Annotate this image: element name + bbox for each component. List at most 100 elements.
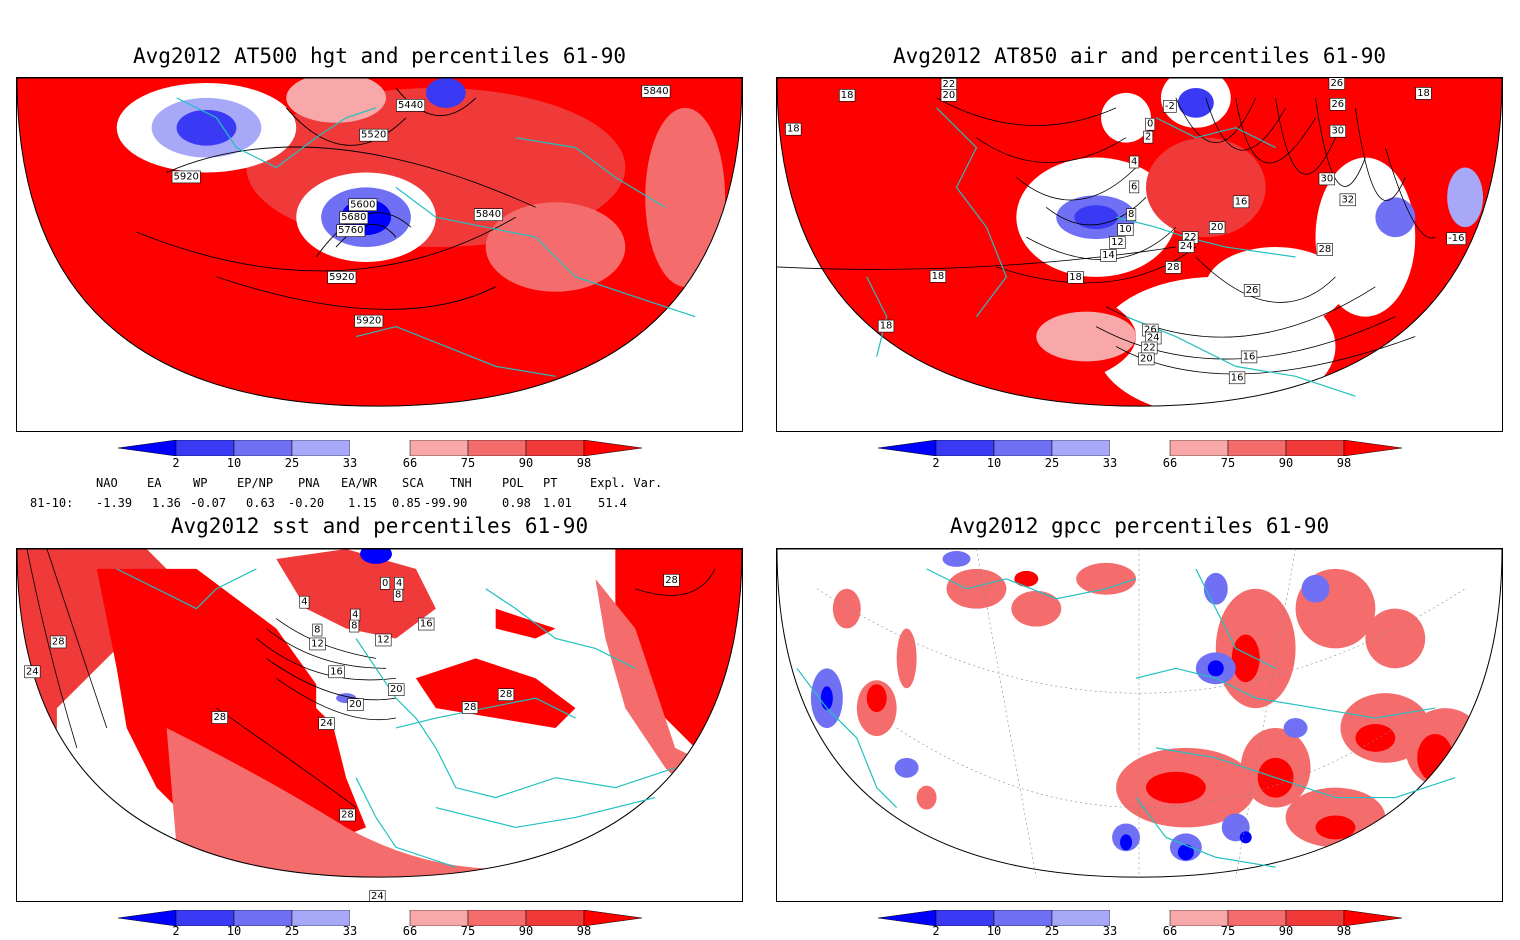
colorbar-label: 66 <box>1162 456 1178 470</box>
contour-label-box <box>839 89 856 102</box>
map-gpcc-svg <box>777 549 1502 878</box>
contour-label-box <box>1126 208 1137 222</box>
contour-label-box <box>1100 249 1117 262</box>
contour-label: 28 <box>464 702 477 713</box>
colorbar-at850: 2 10 25 33 66 75 90 98 <box>877 439 1403 474</box>
contour-label-box <box>354 314 384 328</box>
colorbar-gpcc: 2 10 25 33 66 75 90 98 <box>877 909 1403 940</box>
contour-label-box <box>211 711 228 724</box>
contour-label: 30 <box>1321 173 1334 184</box>
colorbar-label: 75 <box>1220 456 1236 470</box>
contour-label-box <box>171 170 201 184</box>
colorbar-sst-svg <box>117 909 643 927</box>
colorbar-label: 2 <box>172 456 180 470</box>
contour-label: 5520 <box>361 130 386 141</box>
contour-label-box <box>1067 271 1084 284</box>
index-header: EP/NP <box>237 476 274 490</box>
colorbar-label: 25 <box>284 924 300 938</box>
contour-label: 6 <box>1131 181 1137 192</box>
contour-label-box <box>1117 223 1134 236</box>
contour-label-box <box>1243 283 1261 297</box>
contour-label: 26 <box>1330 78 1343 89</box>
contour-label: 12 <box>311 638 324 649</box>
contour-label-box <box>1329 98 1346 111</box>
contour-label-box <box>393 588 404 602</box>
contour-label-box <box>1143 130 1154 144</box>
panel-title-gpcc: Avg2012 gpcc percentiles 61-90 <box>949 514 1330 538</box>
index-value: 1.36 <box>152 496 181 510</box>
colorbar-label: 90 <box>518 456 534 470</box>
contour-label-box <box>1129 155 1140 169</box>
contour-label: 5920 <box>174 171 199 182</box>
colorbar-label: 33 <box>1102 456 1118 470</box>
contour-label-box <box>929 270 947 283</box>
contour-label-box <box>1209 221 1226 234</box>
contour-label-box <box>1232 195 1250 209</box>
colorbar-label: 75 <box>460 924 476 938</box>
contour-label-box <box>327 271 357 284</box>
colorbar-label: 10 <box>986 924 1002 938</box>
contour-label-box <box>1240 350 1258 364</box>
colorbar-label: 98 <box>1336 456 1352 470</box>
colorbar-sst: 2 10 25 33 66 75 90 98 <box>117 909 643 940</box>
contour-label: 16 <box>1235 196 1248 207</box>
contour-label: 28 <box>500 689 513 700</box>
contour-label-box <box>299 595 310 609</box>
contour-label-box <box>1318 172 1335 186</box>
contour-label: 28 <box>52 636 65 647</box>
contour-label-box <box>328 665 345 679</box>
index-header: Expl. Var. <box>590 476 663 490</box>
colorbar-label: 33 <box>1102 924 1118 938</box>
contour-label: 0 <box>1147 119 1153 130</box>
contour-label-box <box>1339 193 1356 207</box>
contour-labels-at850: 18 22 20 -2 26 26 18 18 0 2 30 4 6 30 8 … <box>785 78 1467 385</box>
contour-label: 28 <box>1319 244 1332 255</box>
colorbar-label: 2 <box>172 924 180 938</box>
contour-label: 30 <box>1331 126 1344 137</box>
index-value: 0.98 <box>502 496 531 510</box>
contour-label: 14 <box>1102 250 1115 261</box>
index-value: 1.01 <box>543 496 572 510</box>
contour-label-box <box>1415 87 1432 100</box>
map-gpcc <box>776 548 1503 902</box>
contour-label-box <box>388 683 405 696</box>
contour-label: 8 <box>351 621 357 632</box>
contour-label: 20 <box>943 90 956 101</box>
contour-label: 26 <box>1331 99 1344 110</box>
contour-label-box <box>1145 117 1156 131</box>
contour-label: 26 <box>1144 325 1157 336</box>
colorbar-label: 25 <box>1044 924 1060 938</box>
contour-label: 24 <box>26 666 39 677</box>
contour-label: 22 <box>1143 342 1156 353</box>
colorbar-at500: 2 10 25 33 66 75 90 98 <box>117 439 643 474</box>
contour-label: 20 <box>349 699 362 710</box>
colorbar-label: 66 <box>1162 924 1178 938</box>
map-at850-svg: 18 22 20 -2 26 26 18 18 0 2 30 4 6 30 8 … <box>777 78 1502 407</box>
contour-labels-sst: 28 24 28 0 4 8 4 4 8 8 12 12 16 16 20 24… <box>24 574 680 901</box>
colorbar-label: 10 <box>986 456 1002 470</box>
contour-label-box <box>348 198 378 212</box>
contour-label: 26 <box>1246 285 1259 296</box>
contour-label: 4 <box>352 610 358 621</box>
map-at850: 18 22 20 -2 26 26 18 18 0 2 30 4 6 30 8 … <box>776 77 1503 432</box>
contour-label: 28 <box>665 575 678 586</box>
colorbar-label: 90 <box>1278 456 1294 470</box>
contour-label-box <box>1316 243 1333 256</box>
contour-label-box <box>359 128 389 142</box>
map-sst: 28 24 28 0 4 8 4 4 8 8 12 12 16 16 20 24… <box>16 548 743 902</box>
contour-label: 4 <box>301 597 307 608</box>
contour-label: 5440 <box>398 100 423 111</box>
map-sst-svg: 28 24 28 0 4 8 4 4 8 8 12 12 16 16 20 24… <box>17 549 742 901</box>
contour-label: 5840 <box>643 86 668 97</box>
contour-label: 18 <box>880 321 893 332</box>
index-value: 1.15 <box>348 496 377 510</box>
contour-label-box <box>1329 124 1346 138</box>
contour-label-box <box>877 319 895 333</box>
contour-label: 5840 <box>476 209 501 220</box>
contour-label: 18 <box>787 124 800 135</box>
contour-label-box <box>339 808 356 822</box>
colorbar-label: 66 <box>402 456 418 470</box>
contour-label-box <box>473 208 503 222</box>
contour-label-box <box>497 688 515 701</box>
contour-label: -16 <box>1448 233 1464 244</box>
